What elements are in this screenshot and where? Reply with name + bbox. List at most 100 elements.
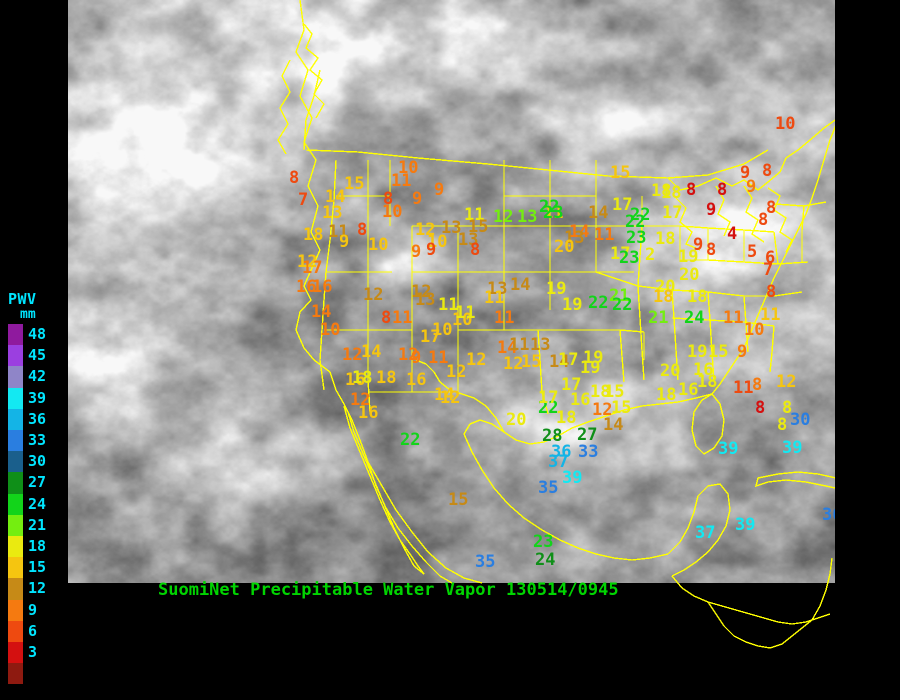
station-pwv-value: 20 [554,237,575,257]
station-pwv-value: 18 [655,229,676,249]
border-line [744,291,803,297]
border-line [637,196,643,287]
station-pwv-value: 14 [510,275,531,295]
border-line [707,291,715,383]
station-pwv-value: 17 [420,327,441,347]
station-pwv-value: 19 [678,247,699,267]
station-pwv-value: 22 [630,205,651,225]
colorbar-swatch [8,408,23,430]
border-line [769,325,775,373]
border-line [303,23,325,119]
station-pwv-value: 11 [494,308,515,328]
map-borders-below-panel [68,583,900,700]
station-pwv-value: 11 [392,308,413,328]
colorbar-swatch [8,472,23,494]
station-pwv-value: 24 [684,308,705,328]
station-pwv-value: 12 [415,220,436,240]
border-line [343,405,425,575]
station-pwv-value: 12 [466,350,487,370]
station-pwv-value: 14 [588,203,609,223]
station-pwv-value: 16 [678,380,699,400]
station-pwv-value: 28 [542,426,563,446]
colorbar-tick-label: 42 [28,367,47,386]
colorbar-tick-label: 36 [28,409,47,428]
station-pwv-value: 27 [577,425,598,445]
border-line [707,601,771,649]
station-pwv-value: 13 [322,203,343,223]
station-pwv-value: 13 [517,207,538,227]
station-pwv-value: 36 [551,442,572,462]
border-line [637,285,645,381]
border-line [811,583,829,621]
station-pwv-value: 12 [776,372,797,392]
station-pwv-value: 23 [533,532,554,552]
colorbar-swatch [8,493,23,515]
station-pwv-value: 8 [766,282,777,302]
border-line [277,59,291,155]
station-pwv-value: 11 [391,171,412,191]
station-pwv-value: 11 [723,308,744,328]
border-line [319,271,327,391]
station-pwv-value: 19 [546,279,567,299]
station-pwv-value: 22 [538,398,559,418]
station-pwv-value: 22 [625,212,646,232]
station-pwv-value: 17 [561,375,582,395]
station-pwv-value: 23 [619,248,640,268]
colorbar-tick-label: 18 [28,537,47,555]
station-pwv-value: 15 [611,398,632,418]
colorbar-swatch [8,620,23,642]
station-pwv-value: 15 [604,382,625,402]
station-pwv-value: 22 [588,293,609,313]
colorbar-swatch [8,366,23,388]
colorbar-tick-label: 3 [28,643,38,661]
station-pwv-value: 15 [448,490,469,510]
station-pwv-value: 11 [594,225,615,245]
station-pwv-value: 8 [752,375,763,395]
colorbar-swatch [8,642,23,664]
border-line [619,329,625,383]
station-pwv-value: 17 [558,350,579,370]
station-pwv-value: 15 [521,352,542,372]
station-pwv-value: 12 [493,207,514,227]
station-pwv-value: 39 [782,438,803,458]
border-line [504,225,551,310]
station-pwv-value: 11 [760,305,781,325]
station-pwv-value: 9 [412,189,423,209]
station-pwv-value: 11 [328,222,349,242]
border-line [671,317,775,327]
station-pwv-value: 17 [302,258,323,278]
station-pwv-value: 11 [509,335,530,355]
colorbar-tick-label: 24 [28,494,47,513]
border-line [801,205,805,262]
colorbar-swatch [8,557,23,579]
station-pwv-value: 22 [539,197,560,217]
border-line [755,471,835,489]
colorbar-tick-label: 48 [28,325,47,343]
border-line [667,483,731,577]
station-pwv-value: 16 [358,403,379,423]
station-pwv-value: 11 [733,378,754,398]
station-pwv-value: 9 [411,348,422,368]
map-borders-overlay-lower [450,583,831,649]
station-pwv-value: 18 [590,382,611,402]
station-pwv-value: 9 [737,342,748,362]
station-pwv-value: 8 [755,398,766,418]
station-pwv-value: 17 [662,203,683,223]
station-pwv-value: 14 [361,342,382,362]
station-pwv-value: 9 [411,242,422,262]
station-pwv-value: 13 [441,218,462,238]
border-line [537,329,549,415]
station-pwv-value: 9 [706,200,717,220]
border-line [743,185,765,243]
station-pwv-value: 14 [325,187,346,207]
station-pwv-value: 9 [740,163,751,183]
station-pwv-value: 16 [345,370,366,390]
station-pwv-value: 16 [406,370,427,390]
station-pwv-value: 8 [383,189,394,209]
colorbar-swatch [8,536,23,558]
station-pwv-value: 9 [339,232,350,252]
station-pwv-value: 14 [434,385,455,405]
station-pwv-value: 16 [312,277,333,297]
station-pwv-value: 19 [583,348,604,368]
station-pwv-value: 23 [626,228,647,248]
